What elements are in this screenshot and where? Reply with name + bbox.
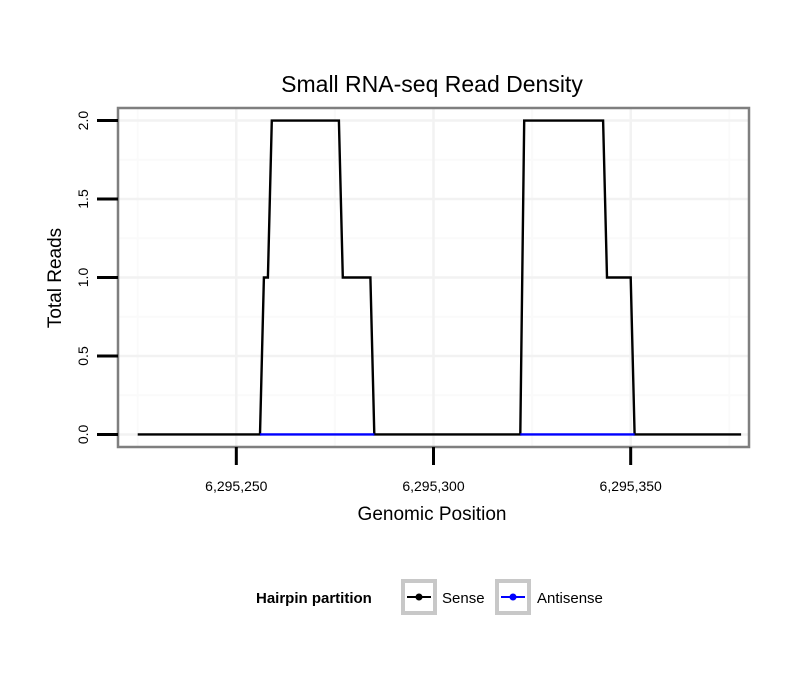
legend-dot-sense xyxy=(415,593,423,601)
x-tick-label: 6,295,350 xyxy=(600,478,662,494)
chart-title: Small RNA-seq Read Density xyxy=(281,71,583,97)
x-tick-label: 6,295,250 xyxy=(205,478,267,494)
y-tick-label: 2.0 xyxy=(75,111,91,131)
legend-label-sense: Sense xyxy=(442,590,485,607)
x-axis-label: Genomic Position xyxy=(358,504,507,525)
plot-area xyxy=(116,106,751,449)
y-tick-label: 0.5 xyxy=(75,346,91,366)
y-axis-label: Total Reads xyxy=(45,228,66,328)
legend-label-antisense: Antisense xyxy=(537,590,603,607)
legend-dot-antisense xyxy=(509,593,517,601)
legend: Hairpin partition Sense Antisense xyxy=(256,579,603,615)
y-tick-label: 1.0 xyxy=(75,268,91,288)
y-tick-label: 1.5 xyxy=(75,189,91,209)
y-tick-label: 0.0 xyxy=(75,424,91,444)
series-line-sense xyxy=(137,119,742,436)
legend-title: Hairpin partition xyxy=(256,590,372,607)
x-tick-label: 6,295,300 xyxy=(402,478,464,494)
